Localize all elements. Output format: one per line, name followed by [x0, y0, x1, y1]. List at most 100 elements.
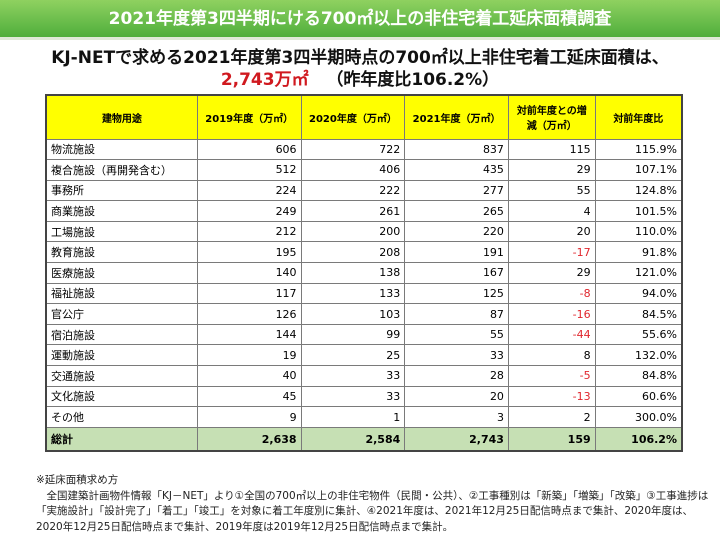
- table-cell: 教育施設: [45, 241, 198, 264]
- column-header: 対前年度との増減（万㎡）: [507, 94, 596, 140]
- table-row: 宿泊施設 144 99 55 -44 55.6%: [45, 323, 683, 346]
- column-header: 対前年度比: [594, 94, 683, 140]
- table-cell: 200: [300, 220, 406, 243]
- table-cell: 195: [196, 241, 302, 264]
- table-cell: -5: [507, 365, 596, 387]
- total-row: 総計 2,638 2,584 2,743 159 106.2%: [45, 426, 683, 453]
- table-cell: 101.5%: [594, 200, 683, 222]
- table-cell: 運動施設: [45, 344, 198, 367]
- table-cell: 33: [404, 344, 509, 367]
- table-cell: 2,638: [196, 426, 302, 453]
- table-cell: 107.1%: [594, 159, 683, 181]
- table-cell: 277: [404, 179, 509, 202]
- table-cell: 総計: [45, 426, 198, 453]
- table-cell: 複合施設（再開発含む）: [45, 159, 198, 181]
- table-cell: 交通施設: [45, 365, 198, 387]
- table-cell: 87: [404, 303, 509, 325]
- page-banner-title: 2021年度第3四半期にける700㎡以上の非住宅着工延床面積調査: [0, 0, 720, 40]
- table-row: 物流施設 606 722 837 115 115.9%: [45, 138, 683, 161]
- table-row: 工場施設 212 200 220 20 110.0%: [45, 220, 683, 243]
- table-cell: 55.6%: [594, 323, 683, 346]
- table-cell: 133: [300, 282, 406, 305]
- table-row: 複合施設（再開発含む） 512 406 435 29 107.1%: [45, 159, 683, 181]
- table-cell: 物流施設: [45, 138, 198, 161]
- table-cell: 406: [300, 159, 406, 181]
- table-cell: 29: [507, 159, 596, 181]
- table-cell: その他: [45, 406, 198, 428]
- table-cell: 125: [404, 282, 509, 305]
- table-cell: 249: [196, 200, 302, 222]
- table-cell: 91.8%: [594, 241, 683, 264]
- table-cell: 40: [196, 365, 302, 387]
- table-cell: 191: [404, 241, 509, 264]
- table-cell: 84.8%: [594, 365, 683, 387]
- table-cell: 99: [300, 323, 406, 346]
- table-row: 事務所 224 222 277 55 124.8%: [45, 179, 683, 202]
- table-cell: 265: [404, 200, 509, 222]
- table-cell: 121.0%: [594, 262, 683, 284]
- table-cell: 55: [507, 179, 596, 202]
- headline-value: 2,743万㎡: [220, 70, 309, 90]
- table-cell: 300.0%: [594, 406, 683, 428]
- table-cell: 2: [507, 406, 596, 428]
- table-row: 福祉施設 117 133 125 -8 94.0%: [45, 282, 683, 305]
- table-cell: 20: [404, 385, 509, 408]
- table-cell: 224: [196, 179, 302, 202]
- table-cell: 110.0%: [594, 220, 683, 243]
- table-cell: 19: [196, 344, 302, 367]
- table-row: 官公庁 126 103 87 -16 84.5%: [45, 303, 683, 325]
- table-cell: 商業施設: [45, 200, 198, 222]
- table-cell: 福祉施設: [45, 282, 198, 305]
- table-cell: 167: [404, 262, 509, 284]
- table-cell: -16: [507, 303, 596, 325]
- table-cell: 159: [507, 426, 596, 453]
- table-cell: 33: [300, 365, 406, 387]
- table-cell: 103: [300, 303, 406, 325]
- table-cell: 3: [404, 406, 509, 428]
- headline-line1: KJ-NETで求める2021年度第3四半期時点の700㎡以上非住宅着工延床面積は…: [51, 48, 669, 68]
- table-cell: -17: [507, 241, 596, 264]
- table-cell: 8: [507, 344, 596, 367]
- table-cell: 20: [507, 220, 596, 243]
- table-cell: 4: [507, 200, 596, 222]
- table-cell: 45: [196, 385, 302, 408]
- table-cell: 722: [300, 138, 406, 161]
- table-cell: 144: [196, 323, 302, 346]
- table-cell: 837: [404, 138, 509, 161]
- table-row: 教育施設 195 208 191 -17 91.8%: [45, 241, 683, 264]
- table-cell: 28: [404, 365, 509, 387]
- floor-area-table: 建物用途 2019年度（万㎡） 2020年度（万㎡） 2021年度（万㎡） 対前年度との…: [45, 94, 683, 453]
- table-cell: 124.8%: [594, 179, 683, 202]
- table-cell: 220: [404, 220, 509, 243]
- table-cell: 132.0%: [594, 344, 683, 367]
- note-title: ※延床面積求め方: [36, 474, 119, 486]
- table-cell: 事務所: [45, 179, 198, 202]
- table-row: 商業施設 249 261 265 4 101.5%: [45, 200, 683, 222]
- table-cell: 435: [404, 159, 509, 181]
- table-cell: 9: [196, 406, 302, 428]
- table-cell: 60.6%: [594, 385, 683, 408]
- table-cell: 官公庁: [45, 303, 198, 325]
- table-cell: 55: [404, 323, 509, 346]
- table-cell: 117: [196, 282, 302, 305]
- table-cell: 84.5%: [594, 303, 683, 325]
- table-cell: 126: [196, 303, 302, 325]
- table-cell: 208: [300, 241, 406, 264]
- table-cell: 2,584: [300, 426, 406, 453]
- table-cell: -8: [507, 282, 596, 305]
- column-header: 2019年度（万㎡）: [196, 94, 302, 140]
- table-cell: 2,743: [404, 426, 509, 453]
- table-row: その他 9 1 3 2 300.0%: [45, 406, 683, 428]
- table-cell: 140: [196, 262, 302, 284]
- note-body: 全国建築計画物件情報「KJ－NET」より①全国の700㎡以上の非住宅物件（民間・…: [36, 489, 709, 533]
- table-cell: 医療施設: [45, 262, 198, 284]
- table-cell: 29: [507, 262, 596, 284]
- headline-ratio: （昨年度比106.2%）: [326, 70, 500, 90]
- table-cell: 212: [196, 220, 302, 243]
- column-header: 2021年度（万㎡）: [404, 94, 509, 140]
- table-cell: 106.2%: [594, 426, 683, 453]
- table-cell: 115.9%: [594, 138, 683, 161]
- table-cell: 115: [507, 138, 596, 161]
- column-header: 建物用途: [45, 94, 198, 140]
- table-row: 交通施設 40 33 28 -5 84.8%: [45, 365, 683, 387]
